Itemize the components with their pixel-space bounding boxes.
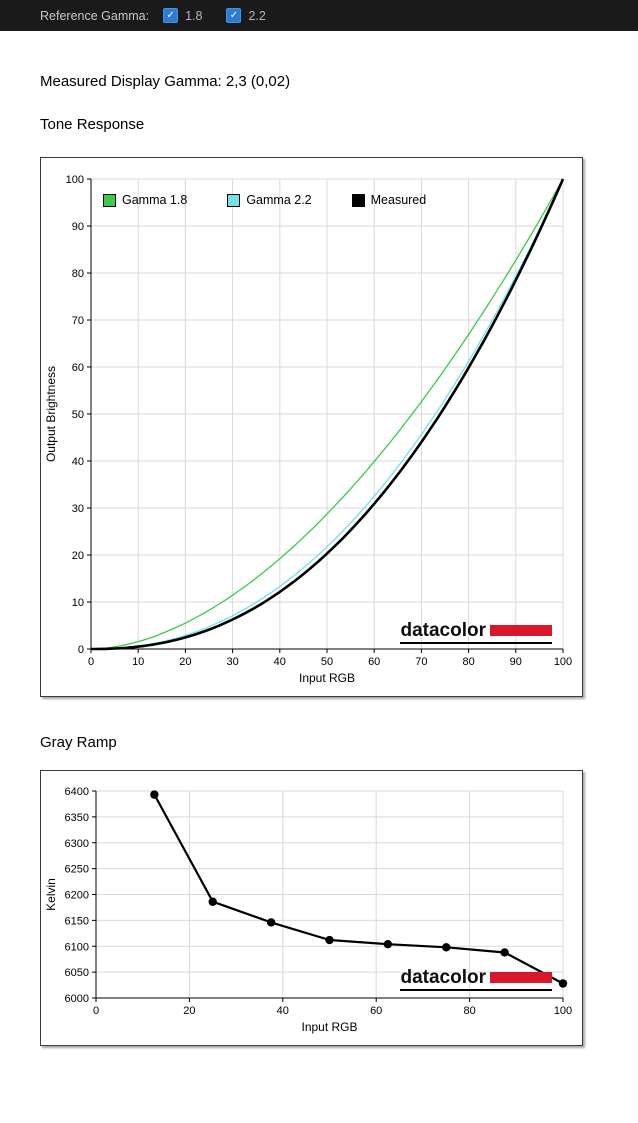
legend-label: Measured: [370, 193, 427, 207]
svg-text:70: 70: [415, 656, 427, 668]
svg-text:6150: 6150: [65, 915, 89, 927]
legend-swatch: [227, 193, 241, 207]
svg-text:20: 20: [183, 1005, 195, 1017]
reference-gamma-label: Reference Gamma:: [40, 8, 150, 23]
svg-text:6300: 6300: [65, 838, 89, 850]
svg-text:Output Brightness: Output Brightness: [44, 366, 58, 462]
datacolor-logo-text: datacolor: [400, 967, 486, 988]
svg-text:30: 30: [72, 503, 84, 515]
svg-text:Kelvin: Kelvin: [44, 878, 58, 911]
svg-text:0: 0: [93, 1005, 99, 1017]
svg-text:60: 60: [368, 656, 380, 668]
svg-text:70: 70: [72, 315, 84, 327]
legend-label: Gamma 1.8: [122, 193, 188, 207]
svg-text:80: 80: [462, 656, 474, 668]
svg-text:50: 50: [72, 409, 84, 421]
gamma-1-8-checkbox[interactable]: ✓: [163, 8, 179, 23]
gamma-1-8-checkbox-label: 1.8: [185, 8, 203, 23]
legend-swatch: [103, 193, 116, 207]
check-icon: ✓: [166, 9, 175, 21]
svg-text:10: 10: [132, 656, 144, 668]
datacolor-logo-red-bar: [490, 625, 552, 636]
datacolor-logo: datacolor: [400, 968, 552, 991]
svg-text:6200: 6200: [65, 890, 89, 902]
svg-text:100: 100: [554, 656, 572, 668]
legend-item: Gamma 1.8: [103, 193, 187, 207]
svg-text:100: 100: [66, 174, 84, 186]
tone-response-title: Tone Response: [40, 116, 145, 133]
topbar: Reference Gamma: ✓ 1.8 ✓ 2.2: [0, 0, 638, 31]
gray-ramp-title: Gray Ramp: [40, 734, 117, 751]
measured-gamma-text: Measured Display Gamma: 2,3 (0,02): [40, 73, 291, 90]
svg-text:10: 10: [72, 597, 84, 609]
gray-ramp-chart: 0 20 40 60 80 100 6000 6050 6100 6150 6200 6250 6300…: [40, 770, 583, 1046]
svg-text:6400: 6400: [65, 786, 89, 798]
svg-text:6100: 6100: [65, 941, 89, 953]
legend-swatch: [351, 193, 365, 207]
svg-text:90: 90: [72, 221, 84, 233]
tone-response-plot: 0 10 20 30 40 50 60 70 80 90 100 0 10 20 30 40 50 60 70 80 9…: [44, 174, 572, 685]
datacolor-logo-text: datacolor: [400, 620, 486, 641]
svg-text:60: 60: [370, 1005, 382, 1017]
svg-text:6250: 6250: [65, 864, 89, 876]
svg-text:20: 20: [72, 550, 84, 562]
svg-text:20: 20: [179, 656, 191, 668]
svg-text:40: 40: [277, 1005, 289, 1017]
svg-text:Input RGB: Input RGB: [299, 671, 355, 685]
svg-text:40: 40: [274, 656, 286, 668]
svg-text:50: 50: [321, 656, 333, 668]
legend-item: Measured: [351, 193, 427, 207]
legend-item: Gamma 2.2: [227, 193, 312, 207]
svg-text:0: 0: [88, 656, 94, 668]
svg-text:60: 60: [72, 362, 84, 374]
svg-text:80: 80: [72, 268, 84, 280]
gamma-2-2-checkbox-label: 2.2: [248, 8, 266, 23]
chart-legend: Gamma 1.8 Gamma 2.2 Measured: [103, 193, 466, 207]
gamma-2-2-checkbox[interactable]: ✓: [226, 8, 242, 23]
check-icon: ✓: [229, 9, 239, 21]
svg-text:30: 30: [226, 656, 238, 668]
svg-text:100: 100: [554, 1005, 572, 1017]
svg-text:Input RGB: Input RGB: [301, 1020, 357, 1034]
svg-text:0: 0: [78, 644, 84, 656]
legend-label: Gamma 2.2: [246, 193, 312, 207]
svg-text:80: 80: [463, 1005, 475, 1017]
svg-text:40: 40: [72, 456, 84, 468]
gray-ramp-plot: 0 20 40 60 80 100 6000 6050 6100 6150 6200 6250 6300…: [44, 786, 572, 1034]
datacolor-logo: datacolor: [400, 621, 552, 644]
svg-text:6000: 6000: [65, 993, 89, 1005]
svg-text:6350: 6350: [65, 812, 89, 824]
datacolor-logo-red-bar: [490, 972, 552, 983]
svg-text:90: 90: [510, 656, 522, 668]
tone-response-chart: 0 10 20 30 40 50 60 70 80 90 100 0 10 20 30 40 50 60 70 80 9…: [40, 157, 583, 697]
svg-text:6050: 6050: [65, 967, 89, 979]
